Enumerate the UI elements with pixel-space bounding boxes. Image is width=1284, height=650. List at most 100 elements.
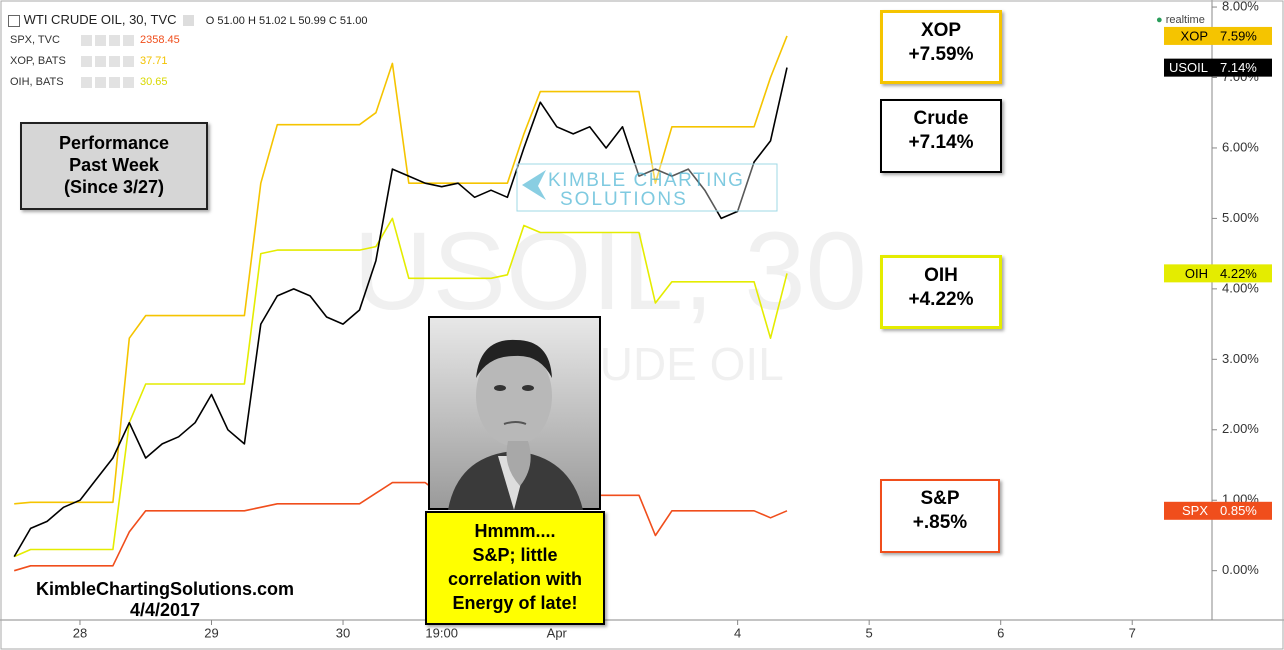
price-label: XOP 7.59% xyxy=(1164,26,1272,45)
annotation-title: S&P xyxy=(920,488,960,509)
study-label: OIH, BATS xyxy=(10,76,64,88)
price-label: SPX 0.85% xyxy=(1164,501,1272,520)
logo-frame xyxy=(516,163,778,212)
header-title: WTI CRUDE OIL, 30, TVC xyxy=(23,12,177,27)
study-price: 30.65 xyxy=(140,76,168,88)
study-row: OIH, BATS 30.65 xyxy=(10,76,168,88)
price-label: OIH 4.22% xyxy=(1164,264,1272,283)
price-label-bg xyxy=(1164,264,1272,283)
annotation-text: +7.59% xyxy=(908,44,974,65)
price-label-bg xyxy=(1164,58,1272,77)
series-line xyxy=(13,217,788,558)
price-label-value: 4.22% xyxy=(1220,266,1257,281)
icon xyxy=(109,34,120,46)
series-line xyxy=(14,35,788,505)
logo-text: SOLUTIONS xyxy=(560,189,688,210)
annotation-text: +4.22% xyxy=(908,289,974,310)
study-row: XOP, BATS 37.71 xyxy=(10,55,168,67)
y-tick-label: 0.00% xyxy=(1222,562,1259,577)
photo-hand xyxy=(506,441,531,486)
photo-mouth xyxy=(503,421,527,425)
price-label-name: XOP xyxy=(1181,28,1208,43)
status: ● realtime xyxy=(1156,14,1205,26)
annotation: XOP +7.59% xyxy=(880,10,1002,84)
icon xyxy=(95,55,106,67)
price-label-bg xyxy=(1164,501,1272,520)
icon xyxy=(8,14,20,27)
annotation: S&P +.85% xyxy=(880,479,1000,553)
y-tick-label: 6.00% xyxy=(1222,139,1259,154)
logo: KIMBLE CHARTING SOLUTIONS xyxy=(516,163,778,212)
price-label-bg xyxy=(1164,26,1272,45)
x-tick-label: 7 xyxy=(1129,625,1136,640)
icon xyxy=(123,34,134,46)
comment-line: Hmmm.... xyxy=(474,521,556,541)
series-line xyxy=(13,67,788,558)
x-tick-label: 4 xyxy=(734,625,741,640)
icon xyxy=(109,55,120,67)
photo-face xyxy=(476,346,552,446)
box-line: Performance xyxy=(58,133,170,153)
series-line xyxy=(13,481,788,572)
price-label-value: 7.14% xyxy=(1220,60,1257,75)
icon xyxy=(95,34,106,46)
y-tick-label: 2.00% xyxy=(1222,421,1259,436)
annotation-text: +7.14% xyxy=(908,132,974,153)
icon xyxy=(183,15,195,27)
study-label: XOP, BATS xyxy=(10,55,66,67)
photo-eye xyxy=(494,385,506,391)
study-label: SPX, TVC xyxy=(10,34,60,46)
icon xyxy=(81,76,92,88)
icon xyxy=(123,76,134,88)
comment-line: S&P; little xyxy=(472,545,558,565)
icon xyxy=(81,34,92,46)
study-price: 37.71 xyxy=(140,55,168,67)
y-tick-label: 4.00% xyxy=(1222,280,1259,295)
price-label-value: 7.59% xyxy=(1220,28,1257,43)
logo-text: KIMBLE CHARTING xyxy=(548,170,744,191)
annotation: Crude +7.14% xyxy=(880,99,1002,173)
box-line: (Since 3/27) xyxy=(63,177,165,197)
footer-date: 4/4/2017 xyxy=(129,600,201,620)
price-label-value: 0.85% xyxy=(1220,503,1257,518)
photo-hair xyxy=(476,339,552,378)
icon xyxy=(109,76,120,88)
annotation: OIH +4.22% xyxy=(880,255,1002,329)
footer-site: KimbleChartingSolutions.com xyxy=(35,579,294,599)
study-row: SPX, TVC 2358.45 xyxy=(10,34,180,46)
x-tick-label: 19:00 xyxy=(425,625,458,640)
y-tick-label: 5.00% xyxy=(1222,210,1259,225)
y-tick-label: 8.00% xyxy=(1222,0,1259,13)
ohlc: O 51.00 H 51.02 L 50.99 C 51.00 xyxy=(205,15,368,27)
comment-line: Energy of late! xyxy=(452,593,578,613)
x-tick-label: Apr xyxy=(547,625,568,640)
price-label-name: SPX xyxy=(1182,503,1208,518)
comment-box: Hmmm.... S&P; little correlation with En… xyxy=(425,511,605,625)
photo xyxy=(428,316,601,510)
footer: KimbleChartingSolutions.com 4/4/2017 xyxy=(20,579,310,621)
x-tick-label: 30 xyxy=(336,625,350,640)
price-label: USOIL 7.14% xyxy=(1164,58,1272,77)
logo-icon xyxy=(522,170,546,200)
x-tick-label: 5 xyxy=(866,625,873,640)
watermark: USOIL, 30 xyxy=(353,210,867,333)
performance-box: Performance Past Week (Since 3/27) xyxy=(20,122,208,210)
photo-eye xyxy=(522,385,534,391)
x-tick-label: 6 xyxy=(997,625,1004,640)
price-label-name: USOIL xyxy=(1169,60,1208,75)
annotation-title: OIH xyxy=(924,265,958,286)
annotation-text: +.85% xyxy=(912,512,968,533)
x-tick-label: 29 xyxy=(204,625,218,640)
price-label-name: OIH xyxy=(1185,266,1208,281)
icon xyxy=(95,76,106,88)
status-text: realtime xyxy=(1165,14,1205,26)
x-tick-label: 28 xyxy=(73,625,87,640)
annotation-title: Crude xyxy=(913,108,969,129)
y-tick-label: 3.00% xyxy=(1222,351,1259,366)
study-price: 2358.45 xyxy=(140,34,180,46)
comment-line: correlation with xyxy=(447,569,582,589)
header: WTI CRUDE OIL, 30, TVC O 51.00 H 51.02 L… xyxy=(8,12,367,27)
